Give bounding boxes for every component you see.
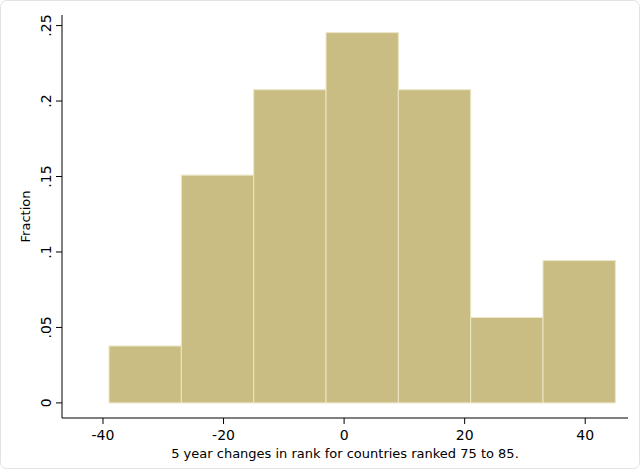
x-tick xyxy=(464,418,465,424)
bar xyxy=(181,175,253,403)
x-axis-label: 5 year changes in rank for countries ran… xyxy=(171,446,519,461)
bar xyxy=(109,346,181,403)
chart: 0 .05 .1 .15 .2 .25 -40 -20 0 20 40 5 year changes … xyxy=(0,0,640,469)
bar xyxy=(254,90,326,403)
y-tick-label: .2 xyxy=(38,94,54,107)
y-axis-label: Fraction xyxy=(18,191,33,243)
bars xyxy=(109,33,615,403)
x-tick xyxy=(223,418,224,424)
y-tick-label: .05 xyxy=(38,316,54,338)
x-tick xyxy=(585,418,586,424)
y-tick xyxy=(56,327,62,328)
x-tick-label: 40 xyxy=(576,427,594,443)
x-tick-label: -40 xyxy=(92,427,115,443)
x-tick-label: 0 xyxy=(340,427,349,443)
y-tick xyxy=(56,251,62,252)
y-tick-label: .25 xyxy=(38,14,54,36)
y-tick xyxy=(56,101,62,102)
bar xyxy=(543,261,615,403)
y-tick xyxy=(56,176,62,177)
y-tick-label: .15 xyxy=(38,165,54,187)
y-tick xyxy=(56,25,62,26)
x-tick xyxy=(102,418,103,424)
y-tick-label: .1 xyxy=(38,245,54,258)
y-axis xyxy=(62,15,63,418)
x-tick xyxy=(344,418,345,424)
bar xyxy=(471,317,543,402)
x-axis xyxy=(62,418,628,419)
background xyxy=(1,1,640,469)
bar xyxy=(326,33,398,403)
y-tick xyxy=(56,402,62,403)
x-tick-label: 20 xyxy=(456,427,474,443)
bar xyxy=(398,90,470,403)
x-tick-label: -20 xyxy=(212,427,235,443)
y-tick-label: 0 xyxy=(38,398,54,407)
